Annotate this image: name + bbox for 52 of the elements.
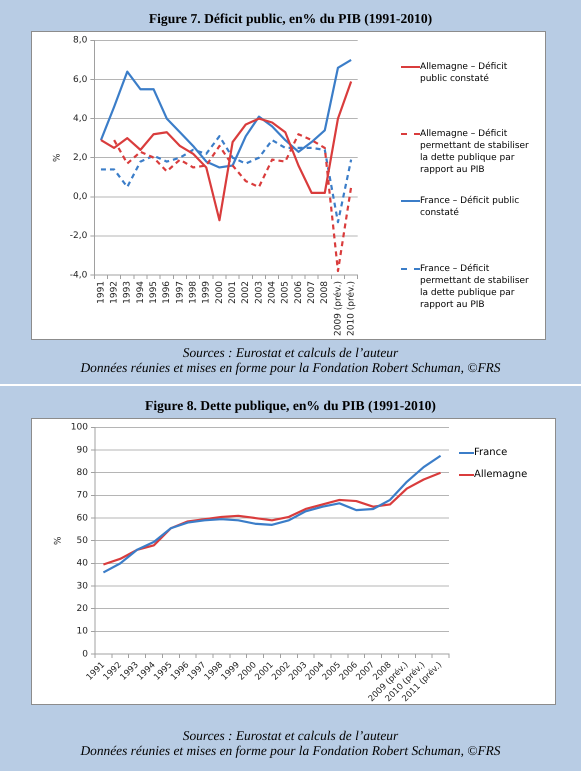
y-tick-label: 70 — [76, 490, 88, 501]
y-tick-label: 20 — [76, 604, 88, 614]
x-tick-label: 2003 — [254, 280, 264, 304]
x-tick-label: 1997 — [175, 280, 186, 304]
y-axis-title: % — [54, 536, 64, 545]
x-tick-label: 2002 — [241, 280, 252, 304]
x-tick-label: 1996 — [162, 280, 172, 304]
legend-label: Allemagne – Déficit public constaté — [420, 61, 508, 85]
y-tick-label: -2,0 — [70, 231, 88, 242]
x-tick-label: 2006 — [294, 280, 304, 304]
x-tick-label: 2005 — [280, 280, 291, 304]
x-tick-label: 1995 — [148, 280, 159, 304]
y-tick-label: -4,0 — [70, 270, 88, 280]
y-tick-label: 60 — [76, 513, 88, 524]
y-tick-label: 30 — [76, 581, 88, 592]
x-tick-label: 2009 (prév.) — [332, 280, 344, 336]
legend-label: France — [474, 446, 508, 459]
y-tick-label: 4,0 — [73, 114, 88, 124]
x-tick-label: 1998 — [188, 280, 198, 304]
source-note: Sources : Eurostat et calculs de l’auteur — [182, 345, 400, 360]
y-tick-label: 0,0 — [73, 192, 88, 202]
text: Données réunies et mises en forme pour la Fondation Robert Schuman, ©FRS — [79, 743, 502, 758]
x-tick-label: 2008 — [320, 280, 330, 304]
chart-title: Figure 7. Déficit public, en% du PIB (1991-2010) — [148, 11, 434, 27]
y-tick-label: 2,0 — [73, 153, 88, 164]
y-tick-label: 10 — [76, 626, 88, 637]
x-tick-label: 2004 — [267, 280, 278, 304]
x-tick-label: 1993 — [122, 280, 133, 304]
legend-label: Allemagne – Déficit permettant de stabiliser la dette publique par rapport au PIB — [420, 128, 530, 176]
source-note: Sources : Eurostat et calculs de l’auteur — [182, 728, 400, 743]
chart-title: Figure 8. Dette publique, en% du PIB (1991-2010) — [144, 398, 437, 414]
x-tick-label: 2010 (prév.) — [345, 280, 356, 336]
y-tick-label: 100 — [70, 422, 88, 433]
legend-label: France – Déficit permettant de stabiliser la dette publique par rapport au PIB — [420, 263, 530, 311]
x-tick-label: 2000 — [214, 280, 225, 304]
x-tick-label: 1999 — [202, 280, 212, 304]
y-tick-label: 0 — [82, 649, 88, 660]
y-tick-label: 8,0 — [73, 36, 88, 46]
y-tick-label: 40 — [76, 558, 88, 569]
legend-label: Allemagne — [474, 468, 528, 481]
x-tick-label: 1992 — [109, 280, 120, 304]
y-tick-label: 50 — [76, 536, 88, 546]
y-tick-label: 80 — [76, 468, 88, 478]
y-axis-title: % — [52, 152, 63, 162]
x-tick-label: 1994 — [136, 280, 146, 304]
x-tick-label: 1991 — [96, 280, 106, 304]
x-tick-label: 2001 — [228, 280, 238, 304]
y-tick-label: 6,0 — [73, 74, 88, 85]
legend-label: France – Déficit public constaté — [420, 195, 520, 219]
text: Données réunies et mises en forme pour la Fondation Robert Schuman, ©FRS — [79, 360, 502, 375]
x-tick-label: 2007 — [306, 280, 317, 304]
y-tick-label: 90 — [76, 445, 88, 456]
